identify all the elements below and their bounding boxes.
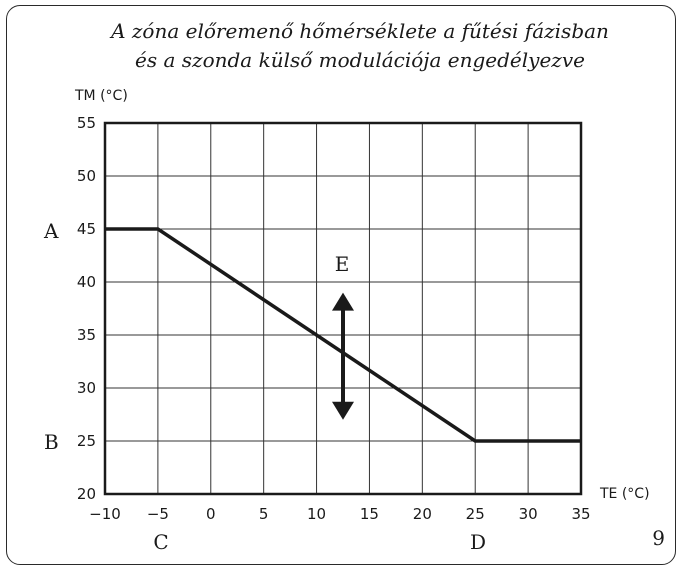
label-c: C	[153, 530, 168, 553]
chart-title-line2: és a szonda külső modulációja engedélyez…	[135, 48, 585, 72]
y-tick-label-5: 45	[77, 220, 96, 238]
y-tick-label-0: 20	[77, 485, 96, 503]
x-tick-label-0: −10	[89, 505, 121, 523]
chart-figure: A zóna előremenő hőmérséklete a fűtési f…	[6, 5, 676, 565]
x-tick-label-7: 25	[466, 505, 485, 523]
label-b: B	[44, 430, 59, 454]
x-tick-label-9: 35	[571, 505, 590, 523]
y-tick-label-1: 25	[77, 432, 96, 450]
label-d: D	[470, 530, 486, 553]
x-tick-label-8: 30	[519, 505, 538, 523]
page-number: 9	[652, 526, 665, 550]
x-tick-label-3: 5	[259, 505, 269, 523]
chart-svg: A zóna előremenő hőmérséklete a fűtési f…	[43, 19, 665, 553]
label-e: E	[335, 252, 350, 276]
x-tick-label-5: 15	[360, 505, 379, 523]
arrow-e-head-down	[332, 401, 354, 420]
y-tick-label-6: 50	[77, 167, 96, 185]
label-a: A	[43, 219, 59, 243]
y-axis-label: TM (°C)	[74, 88, 128, 104]
arrow-e-head-up	[332, 292, 354, 311]
x-axis-label: TE (°C)	[599, 486, 650, 502]
x-tick-label-1: −5	[147, 505, 169, 523]
plot-border	[103, 121, 583, 496]
y-tick-label-7: 55	[77, 114, 96, 132]
series-line-0	[105, 227, 581, 443]
chart-title-line1: A zóna előremenő hőmérséklete a fűtési f…	[109, 19, 609, 43]
y-tick-label-2: 30	[77, 379, 96, 397]
x-tick-label-2: 0	[206, 505, 216, 523]
y-tick-label-4: 40	[77, 273, 96, 291]
x-tick-label-4: 10	[307, 505, 326, 523]
y-tick-label-3: 35	[77, 326, 96, 344]
x-tick-label-6: 20	[413, 505, 432, 523]
